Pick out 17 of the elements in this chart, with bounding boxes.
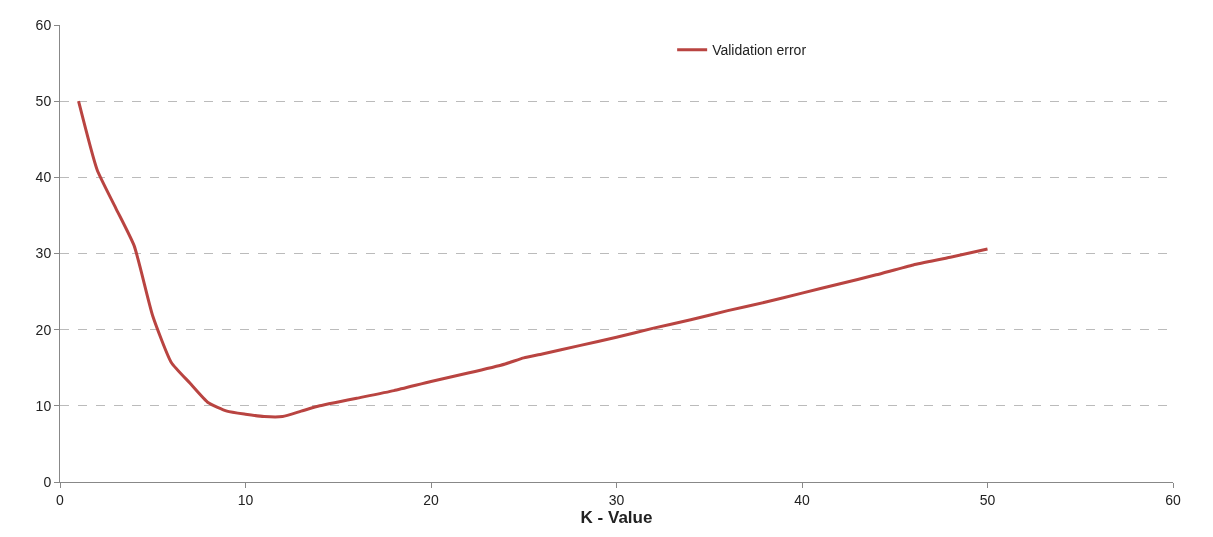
x-tick-label: 50 [979,491,996,508]
x-axis-title: K - Value [580,507,653,527]
y-tick-label: 20 [35,321,52,338]
y-tick-label: 60 [35,16,52,33]
y-tick-label: 40 [35,169,52,186]
y-tick-label: 50 [35,93,52,110]
x-tick-label: 10 [237,491,254,508]
x-tick-label: 30 [608,491,625,508]
x-tick-label: 60 [1165,491,1181,508]
y-tick-label: 10 [35,397,52,414]
line-series [77,99,989,419]
x-tick-label: 0 [56,491,65,508]
y-tick-label: 30 [35,245,52,262]
y-tick-label: 0 [43,473,52,490]
x-tick-label: 20 [423,491,439,508]
x-tick-label: 40 [794,491,810,508]
legend-label: Validation error [712,42,807,59]
